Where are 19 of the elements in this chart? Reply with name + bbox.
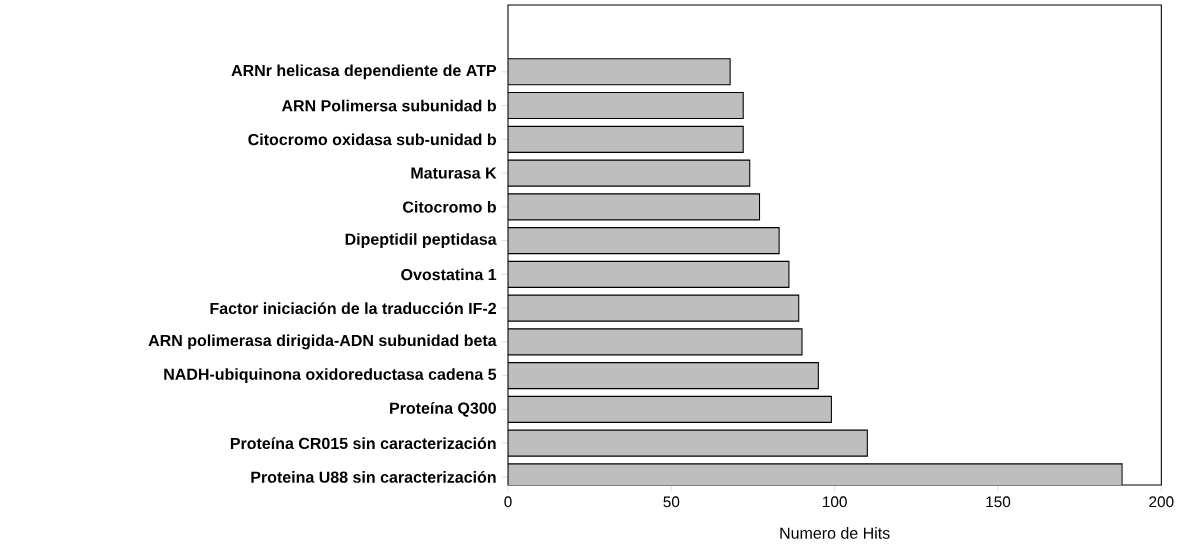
y-tick-label: ARNr helicasa dependiente de ATP: [231, 64, 497, 80]
y-tick-label: Dipeptidil peptidasa: [345, 233, 497, 249]
y-tick-label: Proteína Q300: [390, 401, 496, 417]
x-axis-title: Numero de Hits: [780, 527, 890, 539]
y-tick-label: Ovostatina 1: [401, 268, 497, 281]
x-tick-label: 150: [986, 496, 1011, 508]
x-tick-label: 50: [663, 496, 680, 508]
y-tick-label: Proteina U88 sin caracterización: [251, 470, 496, 483]
y-tick-label: ARN polimerasa dirigida-ADN subunidad beta: [148, 334, 497, 350]
y-tick-label: Maturasa K: [411, 167, 497, 179]
x-tick-label: 0: [504, 496, 512, 508]
y-tick-label: Citocromo oxidasa sub-unidad b: [248, 133, 496, 146]
y-tick-label: Proteína CR015 sin caracterización: [230, 437, 496, 450]
x-tick-label: 200: [1149, 496, 1174, 508]
y-tick-label: Factor iniciación de la traducción IF-2: [210, 302, 496, 315]
y-tick-label: Citocromo b: [403, 200, 496, 213]
y-tick-label: ARN Polimersa subunidad b: [281, 99, 496, 112]
y-tick-label: NADH-ubiquinona oxidoreductasa cadena 5: [164, 368, 497, 384]
x-tick-label: 100: [823, 496, 847, 508]
